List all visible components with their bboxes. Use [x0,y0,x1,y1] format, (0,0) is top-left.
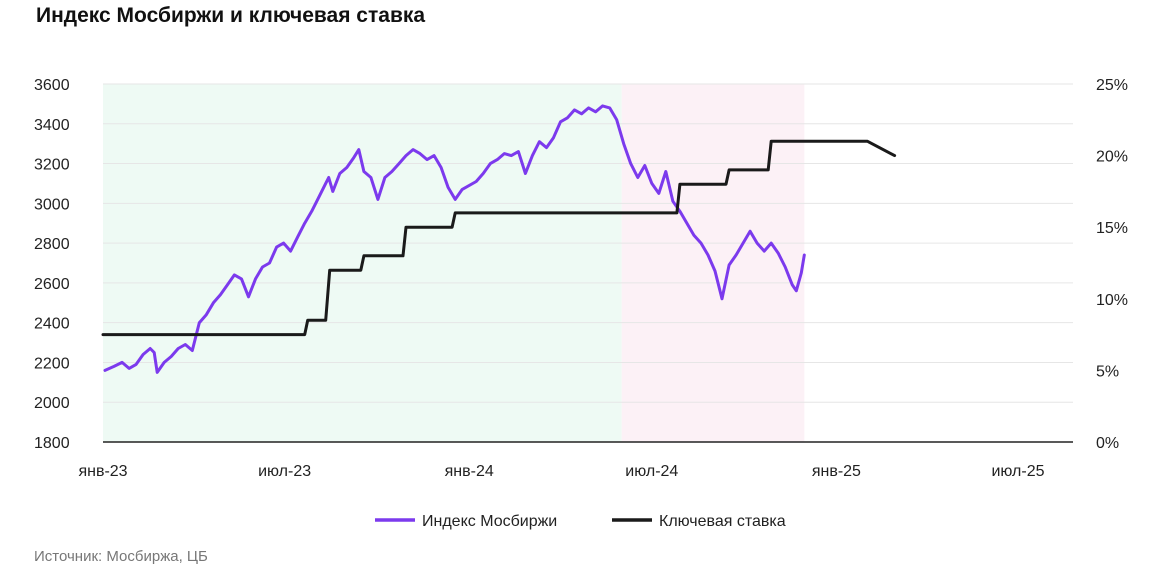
chart-title: Индекс Мосбиржи и ключевая ставка [36,4,426,27]
left-tick-label: 2600 [34,276,70,293]
left-tick-label: 2200 [34,355,70,372]
x-axis-ticks: янв-23 июл-23 янв-24 июл-24 янв-25 июл-25 [78,463,1044,480]
left-tick-label: 2800 [34,236,70,253]
x-tick-label: янв-23 [78,463,127,480]
left-tick-label: 3600 [34,77,70,94]
right-tick-label: 10% [1096,292,1128,309]
x-tick-label: июл-25 [991,463,1044,480]
series-lines [101,104,897,374]
left-tick-label: 3400 [34,117,70,134]
right-tick-label: 5% [1096,363,1119,380]
right-tick-label: 0% [1096,435,1119,452]
legend-label-1: Ключевая ставка [659,513,786,530]
right-axis-ticks: 0% 5% 10% 15% 20% 25% [1096,77,1128,452]
x-tick-label: янв-25 [812,463,861,480]
x-tick-label: июл-23 [258,463,311,480]
left-axis-ticks: 1800 2000 2200 2400 2600 2800 3000 3200 3400 3600 [34,77,70,452]
left-tick-label: 2000 [34,395,70,412]
right-tick-label: 20% [1096,149,1128,166]
right-tick-label: 25% [1096,77,1128,94]
legend: Индекс Мосбиржи Ключевая ставка [375,513,786,530]
legend-label-0: Индекс Мосбиржи [422,513,557,530]
x-tick-label: июл-24 [625,463,678,480]
series-line-1 [101,139,897,337]
left-tick-label: 2400 [34,316,70,333]
shaded-periods [103,84,805,442]
left-tick-label: 1800 [34,435,70,452]
gridlines [103,83,1073,443]
series-line-0 [103,104,806,374]
right-tick-label: 15% [1096,220,1128,237]
x-tick-label: янв-24 [445,463,494,480]
left-tick-label: 3200 [34,157,70,174]
left-tick-label: 3000 [34,196,70,213]
source-note: Источник: Мосбиржа, ЦБ [34,548,208,565]
